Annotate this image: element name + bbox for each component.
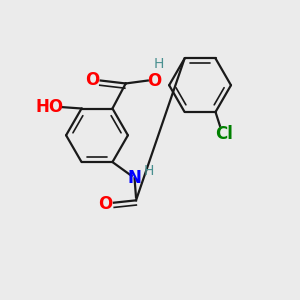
Text: H: H [143, 164, 154, 178]
Text: H: H [153, 57, 164, 71]
Text: O: O [85, 71, 100, 89]
Text: HO: HO [36, 98, 64, 116]
Text: Cl: Cl [215, 125, 233, 143]
Text: O: O [99, 195, 113, 213]
Text: N: N [128, 169, 142, 187]
Text: O: O [147, 71, 161, 89]
